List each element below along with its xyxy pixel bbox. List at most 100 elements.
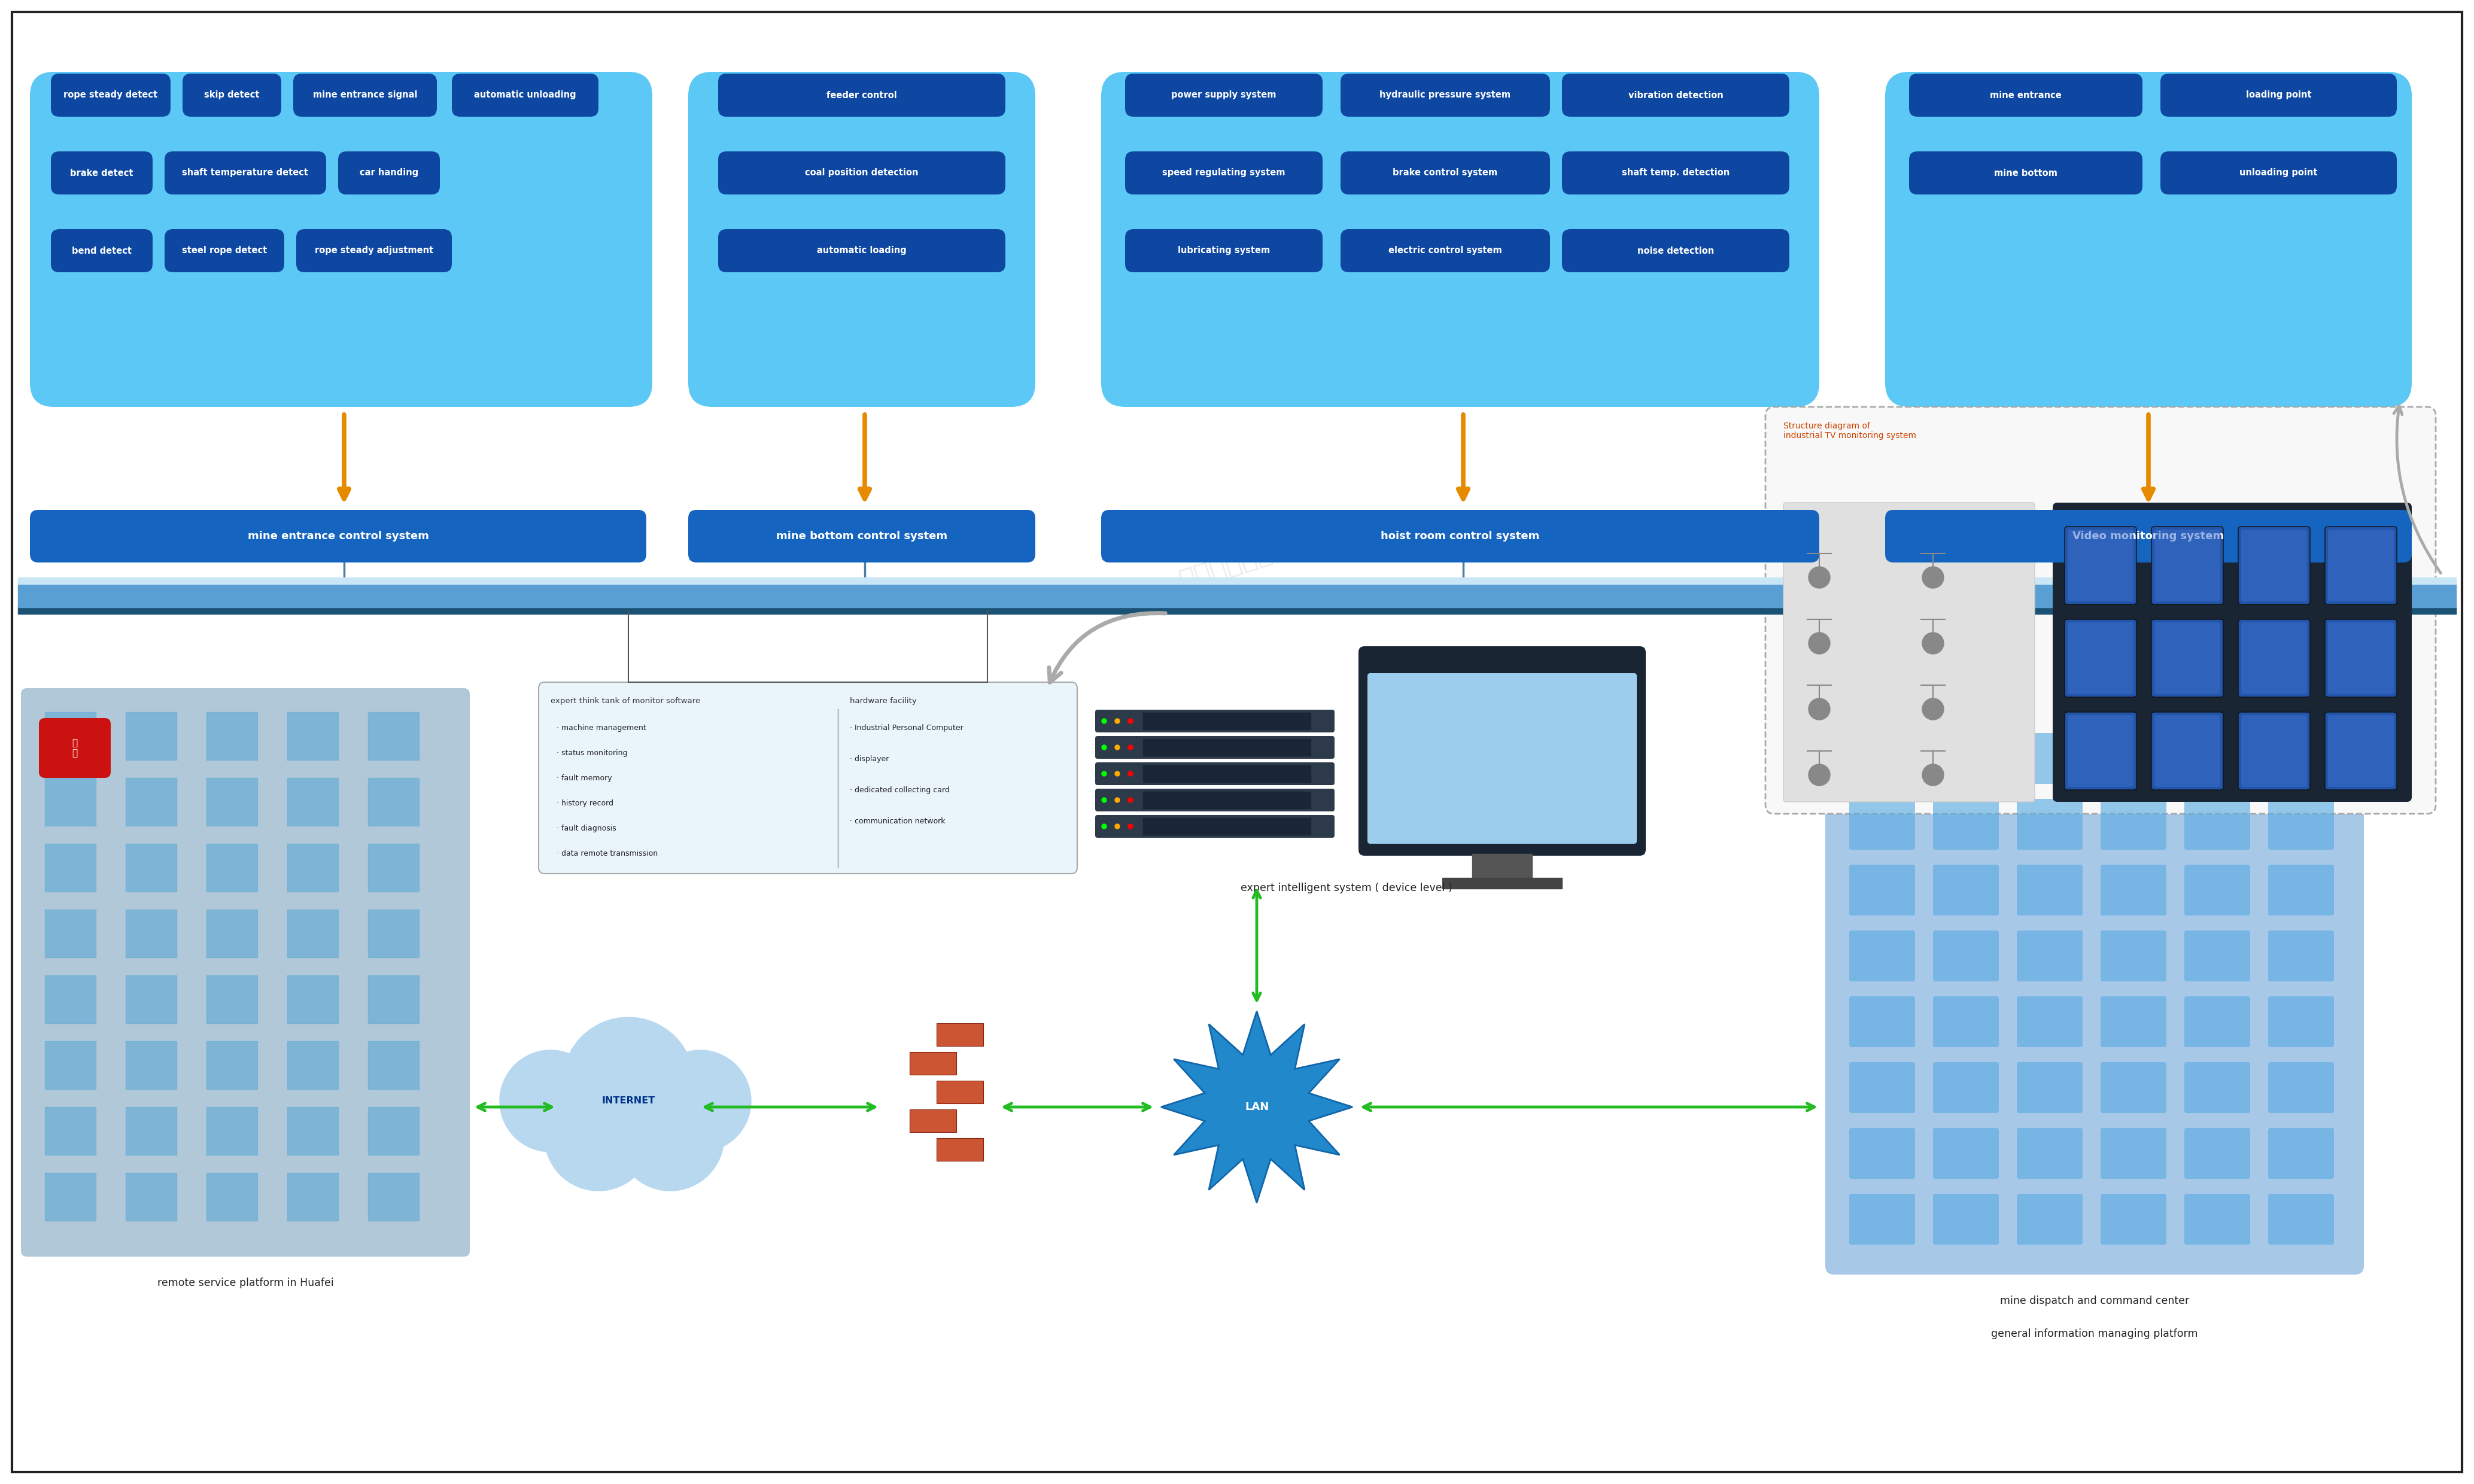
FancyBboxPatch shape [1368,674,1638,844]
Text: mine dispatch and command center: mine dispatch and command center [1999,1296,2189,1306]
Circle shape [500,1051,601,1152]
Circle shape [1128,824,1133,828]
FancyBboxPatch shape [2269,1193,2333,1245]
Bar [287,778,339,825]
Bar [1143,739,1311,755]
FancyBboxPatch shape [2185,733,2251,784]
FancyBboxPatch shape [1101,71,1818,407]
FancyBboxPatch shape [2016,996,2083,1048]
FancyBboxPatch shape [1885,71,2412,407]
Bar [287,1107,339,1155]
FancyBboxPatch shape [1561,229,1789,272]
FancyBboxPatch shape [2016,733,2083,784]
FancyBboxPatch shape [2239,712,2311,789]
Bar [287,975,339,1024]
Bar [126,975,176,1024]
FancyBboxPatch shape [1096,815,1333,838]
FancyBboxPatch shape [1848,798,1915,850]
Bar [369,1042,418,1089]
Text: coal position detection: coal position detection [804,169,918,178]
FancyBboxPatch shape [1126,151,1324,194]
FancyBboxPatch shape [1910,151,2142,194]
Text: remote service platform in Huafei: remote service platform in Huafei [158,1278,334,1288]
FancyBboxPatch shape [2160,74,2397,117]
Text: · machine management: · machine management [557,724,646,732]
FancyBboxPatch shape [2066,619,2138,697]
Text: shaft temp. detection: shaft temp. detection [1623,169,1729,178]
Text: hardware facility: hardware facility [849,697,918,705]
FancyBboxPatch shape [2068,715,2133,787]
FancyBboxPatch shape [2155,715,2219,787]
Circle shape [1101,718,1106,724]
Bar [287,1172,339,1221]
Bar [1143,766,1311,782]
Bar [126,712,176,760]
Circle shape [1128,718,1133,724]
Bar [287,844,339,892]
FancyBboxPatch shape [2068,622,2133,695]
FancyBboxPatch shape [1932,798,1999,850]
FancyBboxPatch shape [2152,619,2224,697]
Text: rope steady detect: rope steady detect [64,91,158,99]
Text: lubricating system: lubricating system [1178,246,1269,255]
Bar [1143,712,1311,730]
FancyBboxPatch shape [2185,1063,2251,1113]
Text: vibration detection: vibration detection [1628,91,1724,99]
Circle shape [648,1051,752,1152]
Bar [1472,853,1531,881]
Bar [205,1107,257,1155]
FancyBboxPatch shape [2185,798,2251,850]
Bar [205,844,257,892]
Circle shape [1128,772,1133,776]
Text: bend detect: bend detect [72,246,131,255]
Text: · history record: · history record [557,800,614,807]
Bar [45,712,96,760]
FancyBboxPatch shape [1848,1063,1915,1113]
FancyBboxPatch shape [2155,530,2219,601]
FancyBboxPatch shape [1126,229,1324,272]
FancyBboxPatch shape [2185,1128,2251,1178]
FancyBboxPatch shape [1932,733,1999,784]
Circle shape [1808,764,1831,785]
FancyBboxPatch shape [1848,996,1915,1048]
Bar [126,778,176,825]
Bar [45,778,96,825]
FancyBboxPatch shape [717,74,1004,117]
FancyBboxPatch shape [294,74,438,117]
FancyBboxPatch shape [2066,712,2138,789]
Circle shape [1808,632,1831,654]
FancyBboxPatch shape [1910,74,2142,117]
FancyBboxPatch shape [1848,733,1915,784]
Bar [287,910,339,957]
Text: rope steady adjustment: rope steady adjustment [314,246,433,255]
Bar [369,975,418,1024]
Text: · communication network: · communication network [849,818,945,825]
FancyBboxPatch shape [2100,996,2167,1048]
Text: loading point: loading point [2246,91,2311,99]
Circle shape [1101,745,1106,749]
FancyBboxPatch shape [539,683,1076,874]
Text: INTERNET: INTERNET [601,1097,656,1106]
FancyBboxPatch shape [2185,865,2251,916]
FancyBboxPatch shape [2155,622,2219,695]
Bar [45,1172,96,1221]
Circle shape [1808,567,1831,588]
FancyBboxPatch shape [2100,1193,2167,1245]
FancyBboxPatch shape [1784,503,2034,801]
FancyBboxPatch shape [2160,151,2397,194]
Text: skip detect: skip detect [205,91,260,99]
FancyBboxPatch shape [1885,510,2412,562]
Text: feeder control: feeder control [826,91,898,99]
FancyBboxPatch shape [1096,788,1333,812]
FancyBboxPatch shape [2239,527,2311,604]
FancyBboxPatch shape [1561,74,1789,117]
Bar [369,910,418,957]
FancyBboxPatch shape [297,229,453,272]
Circle shape [1128,745,1133,749]
FancyBboxPatch shape [1932,865,1999,916]
FancyBboxPatch shape [2328,530,2395,601]
Bar [45,1042,96,1089]
FancyBboxPatch shape [1932,1063,1999,1113]
Bar [45,975,96,1024]
Text: mine entrance: mine entrance [1989,91,2061,99]
